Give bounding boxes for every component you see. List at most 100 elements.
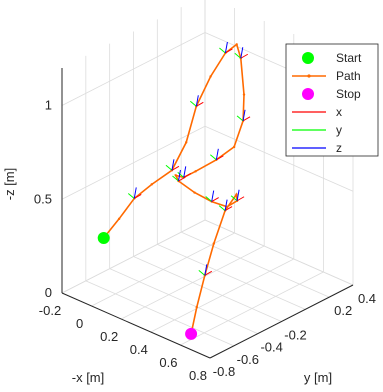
wall-gridline-z [61,219,206,294]
path-point [225,205,229,209]
floor-gridline-y [85,280,234,347]
path-point [235,43,238,46]
x-tick-label: -0.2 [39,303,61,318]
orientation-x-axis [171,165,180,171]
orientation-z-axis [204,264,208,276]
path-point [212,242,215,245]
orientation-x-axis [204,270,213,276]
x-tick-label: 0 [76,316,83,331]
orientation-z-axis [242,109,246,121]
orientation-y-axis [189,100,197,107]
orientation-z-axis [171,159,175,171]
path-point [235,193,238,196]
y-tick-label: -0.8 [213,364,235,379]
path-point [209,75,212,78]
orientation-y-axis [236,115,244,122]
orientation-z-axis [224,41,228,54]
y-tick-label: -0.6 [237,352,259,367]
legend-dot-path [307,74,311,78]
orientation-y-axis [219,47,226,54]
orientation-x-axis [183,172,191,178]
legend-marker-stop [302,88,314,100]
path-point [242,93,246,96]
path-point [194,170,197,173]
floor-gridline-y [157,243,306,310]
orientation-x-axis [240,53,249,59]
orientation-x-axis [242,116,251,122]
legend-box [285,43,379,157]
y-axis-label: y [m] [304,370,332,385]
path-point [150,183,153,186]
wall-gridline-z2 [204,125,354,192]
floor-gridline-y [109,268,258,335]
orientation-x-axis [196,101,204,107]
path-point [193,191,196,194]
wall-gridline-z [61,125,206,200]
wall-gridline-z [61,32,206,106]
orientation-z-axis [215,148,219,160]
orientation-x-axis [224,206,233,212]
orientation-y-axis [234,52,242,59]
x-tick-label: 0.8 [189,368,207,383]
y-tick-label: -0.4 [260,340,282,355]
orientation-y-axis [205,196,213,202]
tick-labels: -0.200.20.40.60.8 -0.8-0.6-0.4-0.20.20.40… [34,98,376,384]
x-tick-label: 0.4 [130,342,148,357]
legend-label-z: z [336,141,342,155]
orientation-x-axis [178,176,186,182]
path-point [117,217,121,221]
orientation-z-axis [195,95,199,107]
orientation-y-axis [177,171,185,178]
orientation-x-axis [216,155,224,161]
orientation-z-axis [177,169,181,182]
orientation-x-axis [211,197,219,202]
y-tick-label: 0.4 [358,291,376,306]
start-marker [97,231,110,244]
orientation-x-axis [236,196,245,202]
orientation-y-axis [210,154,217,161]
wall-gridline-z2 [204,219,354,286]
orientation-x-axis [225,48,233,54]
legend-label-stop: Stop [336,87,361,101]
orientation-y-axis [127,193,135,199]
path-line [103,43,245,335]
legend-label-path: Path [336,69,361,83]
floor-gridline-y [181,231,330,298]
orientation-x-axis [134,194,142,199]
x-tick-label: 0.6 [159,355,177,370]
orientation-z-axis [211,190,215,202]
orientation-y-axis [165,164,173,171]
orientation-y-axis [172,175,179,182]
orientation-z-axis [224,199,228,211]
z-axis-label: -z [m] [2,168,17,201]
orientation-y-axis [218,205,226,212]
legend-label-x: x [336,105,342,119]
stop-marker [185,327,198,340]
orientation-z-axis [236,189,240,201]
z-tick-label: 1 [45,98,52,113]
orientation-z-axis [240,47,244,59]
legend-label-y: y [336,123,342,137]
legend: Start Path Stop xyz [285,43,379,157]
x-axis-label: -x [m] [72,370,105,385]
path-point [185,141,188,144]
y-axis-line [209,284,354,359]
orientation-y-axis [230,195,238,202]
path-point [195,305,198,309]
path-point [174,174,177,177]
z-tick-label: 0 [45,285,52,300]
x-axis-line [61,292,211,359]
start-stop-markers [97,231,198,340]
y-tick-label: 0.2 [334,303,352,318]
path-point [232,145,236,149]
y-tick-label: -0.2 [284,328,306,343]
legend-marker-start [302,52,314,64]
floor-gridline-y [133,256,282,322]
legend-label-start: Start [336,51,362,65]
x-tick-label: 0.2 [100,329,118,344]
z-tick-label: 0.5 [34,191,52,206]
orientation-y-axis [198,269,206,276]
orientation-z-axis [183,166,187,178]
orientation-z-axis [133,187,137,199]
